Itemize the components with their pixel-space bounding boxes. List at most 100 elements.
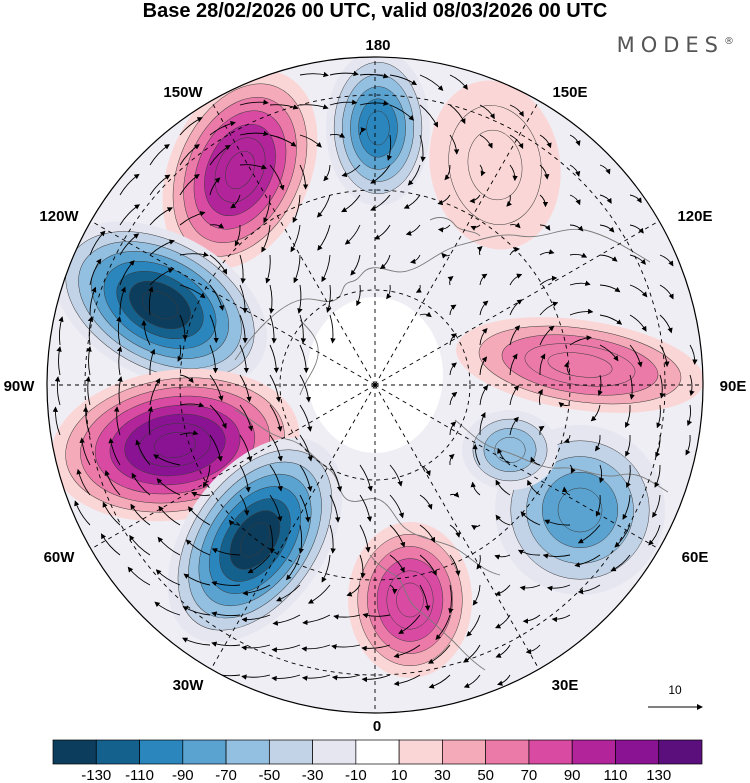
colorbar-swatch — [139, 739, 184, 765]
wind-arrow — [241, 674, 271, 680]
wind-arrow — [359, 524, 371, 553]
wind-arrow — [155, 569, 181, 586]
label-180: 180 — [365, 37, 390, 54]
wind-arrow — [149, 144, 170, 166]
wind-arrow — [389, 524, 406, 548]
wind-arrow — [202, 464, 211, 488]
wind-arrow — [449, 362, 457, 376]
wind-arrow — [359, 554, 366, 579]
wind-arrow — [539, 224, 551, 231]
wind-arrow — [329, 464, 343, 492]
wind-arrow — [209, 314, 219, 344]
anomaly-contour — [366, 110, 390, 146]
wind-arrow — [269, 164, 285, 191]
wind-arrow — [409, 254, 421, 265]
wind-arrow — [629, 224, 644, 234]
wind-arrow — [321, 554, 331, 583]
colorbar-tick-label: -30 — [302, 767, 324, 783]
wind-arrow — [689, 344, 698, 365]
wind-arrow — [269, 404, 283, 432]
wind-arrow — [569, 224, 584, 232]
wind-arrow — [301, 644, 331, 652]
wind-arrow — [687, 404, 693, 426]
label-60e: 60E — [682, 549, 709, 566]
wind-arrow — [449, 524, 461, 538]
wind-arrow — [530, 456, 541, 466]
wind-arrow — [685, 434, 691, 456]
wind-arrow — [239, 374, 252, 403]
wind-arrow — [495, 514, 511, 526]
colorbar-tick-label: -130 — [81, 767, 111, 783]
wind-arrow — [539, 249, 555, 256]
wind-arrow — [509, 353, 518, 376]
wind-arrow — [269, 104, 299, 110]
wind-arrow — [595, 494, 601, 517]
wind-arrow — [183, 573, 211, 586]
wind-arrow — [209, 344, 219, 374]
colorbar-tick-label: 130 — [646, 767, 671, 783]
wind-arrow — [299, 404, 313, 432]
wind-arrow — [341, 164, 361, 178]
wind-arrow — [131, 472, 151, 496]
wind-arrow — [299, 134, 322, 148]
wind-arrow — [239, 464, 251, 493]
wind-arrow — [506, 194, 512, 207]
shaded-field — [47, 57, 703, 713]
anomaly-contour — [141, 290, 179, 320]
wind-arrow — [449, 104, 466, 125]
wind-arrow — [329, 70, 359, 77]
anomaly-contour — [225, 150, 255, 190]
wind-arrow — [211, 611, 241, 617]
wind-arrow — [509, 246, 520, 256]
wind-arrow — [179, 210, 206, 226]
map-title: Base 28/02/2026 00 UTC, valid 08/03/2026… — [142, 0, 608, 22]
wind-arrow — [539, 164, 550, 180]
wind-arrow — [179, 284, 206, 299]
wind-arrow — [563, 434, 571, 444]
registered-mark: ® — [724, 36, 734, 47]
wind-arrow — [179, 374, 194, 383]
wind-arrow — [470, 224, 481, 231]
wind-arrow — [239, 314, 248, 344]
wind-arrow — [569, 134, 581, 147]
wind-arrow — [551, 614, 571, 623]
wind-arrow — [594, 434, 601, 452]
wind-arrow — [209, 434, 223, 462]
wind-arrow — [659, 254, 674, 267]
wind-arrow — [239, 284, 248, 314]
wind-arrow — [539, 301, 559, 316]
wind-arrow — [209, 284, 225, 311]
wind-arrow — [359, 494, 373, 522]
wind-arrow — [629, 284, 648, 298]
wind-arrow — [317, 224, 331, 251]
wind-arrow — [561, 486, 571, 496]
wind-arrow — [359, 127, 367, 136]
wind-arrow — [574, 554, 601, 568]
wind-arrow — [113, 406, 121, 436]
wind-arrow — [179, 144, 200, 166]
wind-arrow — [271, 644, 301, 653]
colorbar-tick-label: -10 — [345, 767, 367, 783]
wind-arrow — [509, 325, 521, 346]
wind-arrow — [497, 674, 511, 686]
colorbar-swatch — [442, 739, 487, 765]
colorbar-tick-label: 70 — [521, 767, 538, 783]
wind-arrow — [419, 134, 426, 163]
wind-arrow — [269, 134, 297, 147]
wind-arrow — [389, 104, 415, 121]
wind-arrow — [350, 254, 361, 276]
wind-arrow — [449, 391, 458, 406]
wind-arrow — [299, 344, 309, 374]
wind-arrow — [329, 132, 346, 138]
wind-arrow — [435, 614, 451, 640]
wind-arrow — [239, 254, 246, 284]
wind-arrow — [230, 194, 241, 209]
wind-arrow — [247, 554, 271, 574]
wind-arrow — [495, 644, 511, 658]
wind-arrow — [569, 252, 588, 258]
wind-arrow — [428, 674, 451, 689]
wind-arrow — [299, 374, 312, 403]
wind-arrow — [479, 327, 488, 346]
wind-arrow — [241, 614, 271, 623]
wind-arrow — [119, 286, 126, 316]
